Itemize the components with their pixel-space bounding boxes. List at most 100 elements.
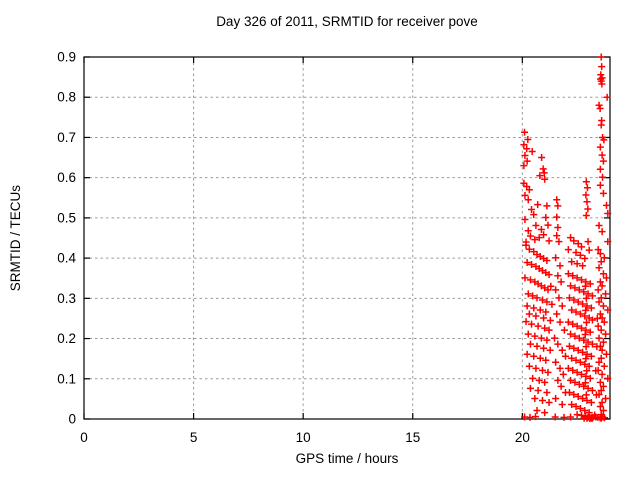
data-point <box>526 340 534 348</box>
data-point <box>531 413 539 421</box>
data-point <box>532 312 540 320</box>
data-point <box>556 262 564 270</box>
data-point <box>580 288 588 296</box>
data-point <box>579 348 587 356</box>
data-point <box>538 154 546 162</box>
data-point <box>586 280 594 288</box>
data-point <box>521 152 529 160</box>
data-point <box>528 148 536 156</box>
data-point <box>525 245 533 253</box>
data-point <box>583 350 591 358</box>
data-point <box>581 331 589 339</box>
data-point <box>570 390 578 398</box>
data-point <box>530 304 538 312</box>
x-tick-label: 10 <box>296 430 311 445</box>
data-point <box>597 386 605 394</box>
data-point <box>595 222 603 230</box>
data-point <box>598 399 606 407</box>
data-point <box>596 378 604 386</box>
data-point <box>582 294 590 302</box>
data-point <box>569 272 577 280</box>
data-point <box>598 346 606 354</box>
data-point <box>536 172 544 180</box>
data-point <box>551 413 559 421</box>
data-point <box>571 284 579 292</box>
data-point <box>596 165 604 173</box>
data-point <box>581 407 589 415</box>
data-point <box>522 241 530 249</box>
data-point <box>555 294 563 302</box>
data-point <box>598 74 606 82</box>
data-point <box>524 196 532 204</box>
data-point <box>521 128 529 136</box>
data-point <box>593 314 601 322</box>
data-point <box>567 376 575 384</box>
data-point <box>588 316 596 324</box>
data-point <box>570 296 578 304</box>
data-point <box>581 255 589 263</box>
data-point <box>604 306 612 314</box>
data-point <box>602 201 610 209</box>
data-point <box>602 274 610 282</box>
data-point <box>602 350 610 358</box>
data-point <box>599 270 607 278</box>
data-point <box>584 384 592 392</box>
data-point <box>585 362 593 370</box>
data-point <box>545 399 553 407</box>
data-point <box>576 405 584 413</box>
data-point <box>595 101 603 109</box>
data-point <box>599 407 607 415</box>
data-point <box>542 213 550 221</box>
data-point <box>595 358 603 366</box>
data-point <box>552 394 560 402</box>
data-point <box>525 310 533 318</box>
data-point <box>529 374 537 382</box>
data-point <box>553 213 561 221</box>
data-point <box>543 298 551 306</box>
data-point <box>525 362 533 370</box>
data-point <box>564 318 572 326</box>
data-point <box>568 354 576 362</box>
data-point <box>520 141 528 149</box>
y-tick-label: 0.1 <box>57 371 76 386</box>
data-point <box>526 232 534 240</box>
data-point <box>600 254 608 262</box>
data-point <box>573 322 581 330</box>
data-point <box>586 328 594 336</box>
data-point <box>573 368 581 376</box>
data-point <box>579 300 587 308</box>
data-point <box>587 304 595 312</box>
y-tick-label: 0.4 <box>57 251 76 266</box>
data-point <box>523 302 531 310</box>
data-point <box>567 413 575 421</box>
data-point <box>592 367 600 375</box>
y-tick-label: 0.6 <box>57 170 76 185</box>
data-point <box>540 314 548 322</box>
data-point <box>526 384 534 392</box>
data-point <box>556 318 564 326</box>
data-point <box>574 346 582 354</box>
data-point <box>568 401 576 409</box>
data-point <box>587 399 595 407</box>
data-point <box>573 274 581 282</box>
data-point <box>530 352 538 360</box>
data-point <box>598 63 606 71</box>
data-point <box>554 376 562 384</box>
data-point <box>602 330 610 338</box>
data-point <box>541 409 549 417</box>
data-point <box>542 356 550 364</box>
data-point <box>540 169 548 177</box>
data-point <box>596 143 604 151</box>
data-point <box>576 251 584 259</box>
data-point <box>582 355 590 363</box>
x-tick-label: 20 <box>515 430 530 445</box>
data-point <box>525 186 533 194</box>
data-point <box>552 254 560 262</box>
data-point <box>554 224 562 232</box>
y-tick-label: 0 <box>68 412 76 427</box>
data-point <box>584 205 592 213</box>
y-tick-label: 0.8 <box>57 90 76 105</box>
data-point <box>574 392 582 400</box>
data-point <box>593 343 601 351</box>
data-point <box>526 276 534 284</box>
